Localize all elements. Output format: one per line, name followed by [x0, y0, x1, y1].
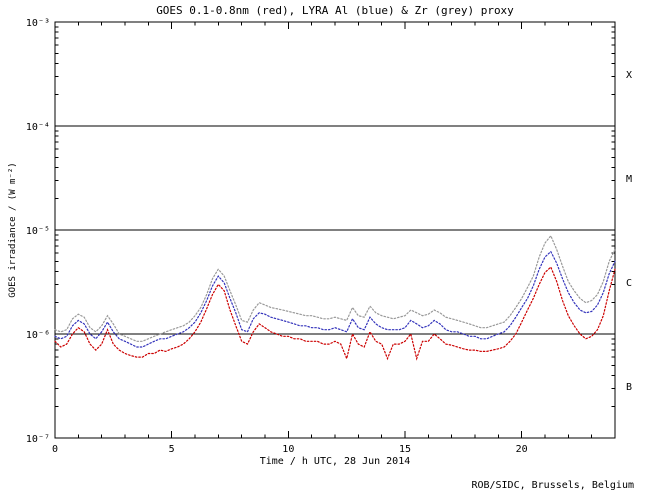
x-tick-label: 15: [399, 444, 411, 455]
flare-class-label: C: [626, 278, 632, 289]
y-tick-label: 10⁻³: [26, 18, 50, 29]
series-lyra-zr: [54, 234, 616, 342]
credit-text: ROB/SIDC, Brussels, Belgium: [471, 480, 634, 491]
flare-class-label: X: [626, 70, 632, 81]
x-tick-label: 10: [282, 444, 294, 455]
flare-class-label: M: [626, 174, 632, 185]
y-tick-label: 10⁻⁷: [26, 434, 50, 445]
y-tick-label: 10⁻⁴: [26, 122, 50, 133]
chart-title: GOES 0.1-0.8nm (red), LYRA Al (blue) & Z…: [156, 4, 514, 17]
x-tick-label: 20: [516, 444, 528, 455]
y-tick-label: 10⁻⁵: [26, 226, 50, 237]
y-tick-label: 10⁻⁶: [26, 330, 50, 341]
x-tick-label: 5: [169, 444, 175, 455]
series-lyra-al: [54, 250, 616, 348]
x-axis-label: Time / h UTC, 28 Jun 2014: [259, 456, 411, 467]
y-axis-label: GOES irradiance / (W m⁻²): [8, 162, 18, 298]
flare-class-label: B: [626, 382, 632, 393]
x-tick-label: 0: [52, 444, 58, 455]
series-goes: [54, 266, 616, 361]
